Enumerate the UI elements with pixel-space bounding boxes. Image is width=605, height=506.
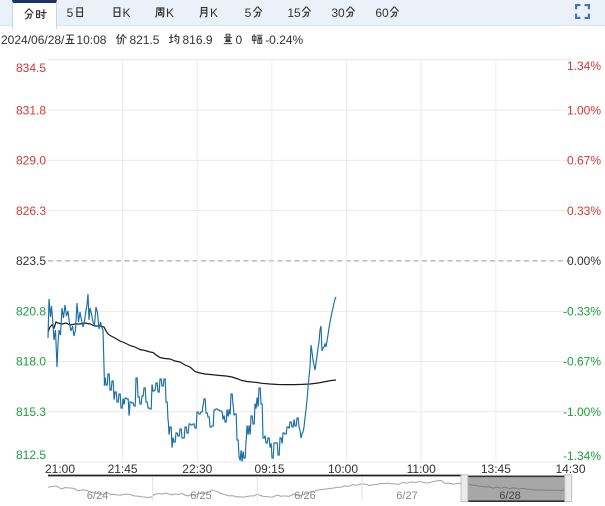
svg-text:6/25: 6/25 (190, 490, 211, 502)
svg-text:-0.67%: -0.67% (563, 355, 601, 369)
svg-text:0.00%: 0.00% (567, 254, 601, 268)
svg-text:21:45: 21:45 (108, 462, 138, 476)
svg-text:815.3: 815.3 (16, 405, 46, 419)
svg-text:6/24: 6/24 (87, 490, 108, 502)
svg-text:13:45: 13:45 (481, 462, 511, 476)
svg-text:22:30: 22:30 (182, 462, 212, 476)
svg-text:14:30: 14:30 (555, 462, 585, 476)
svg-text:0.67%: 0.67% (567, 154, 601, 168)
svg-text:820.8: 820.8 (16, 304, 46, 318)
svg-text:21:00: 21:00 (45, 462, 75, 476)
svg-text:826.3: 826.3 (16, 204, 46, 218)
svg-text:812.5: 812.5 (16, 448, 46, 462)
svg-text:1.34%: 1.34% (567, 59, 601, 73)
svg-text:6/27: 6/27 (396, 490, 417, 502)
svg-text:-0.33%: -0.33% (563, 304, 601, 318)
svg-text:09:15: 09:15 (254, 462, 284, 476)
svg-text:831.8: 831.8 (16, 103, 46, 117)
svg-text:-1.00%: -1.00% (563, 405, 601, 419)
svg-text:-1.34%: -1.34% (563, 449, 601, 463)
svg-text:1.00%: 1.00% (567, 103, 601, 117)
svg-text:0.33%: 0.33% (567, 204, 601, 218)
svg-text:834.5: 834.5 (16, 61, 46, 75)
svg-text:11:00: 11:00 (407, 462, 436, 476)
svg-text:823.5: 823.5 (16, 254, 46, 268)
svg-text:10:00: 10:00 (328, 462, 358, 476)
svg-text:6/28: 6/28 (499, 490, 520, 502)
svg-text:818.0: 818.0 (16, 355, 46, 369)
svg-text:829.0: 829.0 (16, 154, 46, 168)
svg-text:6/26: 6/26 (294, 490, 315, 502)
